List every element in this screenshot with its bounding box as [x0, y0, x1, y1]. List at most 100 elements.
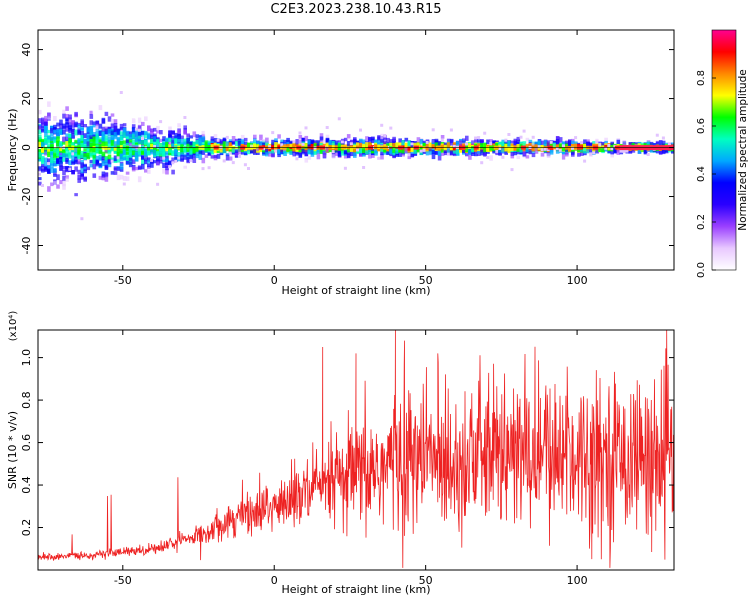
spectrogram-cell: [125, 142, 130, 146]
spectrogram-cell: [316, 153, 321, 160]
spectrogram-cell: [53, 154, 57, 160]
spectrogram-cell: [74, 139, 78, 144]
spectrogram-cell: [310, 150, 315, 155]
spectrogram-cell: [92, 173, 97, 178]
spectrogram-cell: [419, 147, 424, 151]
spectrogram-cell: [116, 156, 120, 160]
spectrogram-cell: [68, 160, 72, 166]
spectrogram-cell: [565, 142, 569, 147]
spectrogram-cell: [122, 123, 127, 127]
spectrogram-cell: [74, 193, 78, 197]
spectrogram-cell: [165, 155, 169, 161]
colorbar-tick-label: 0.4: [696, 166, 707, 182]
spectrogram-cell: [589, 142, 593, 146]
spectrogram-cell: [437, 151, 442, 156]
spectrogram-cell: [571, 146, 574, 150]
spectrogram-cell: [250, 147, 254, 151]
spectrogram-cell: [80, 167, 84, 173]
spectrogram-cell: [198, 150, 203, 155]
spectrogram-cell: [386, 143, 390, 149]
spectrogram-cell: [353, 148, 357, 153]
spectrogram-cell: [171, 161, 175, 165]
spectrogram-cell: [83, 163, 87, 168]
spectrogram-cell: [198, 138, 203, 144]
spectrogram-cell: [125, 136, 130, 140]
spectrogram-cell: [180, 154, 184, 161]
spectrogram-cell: [449, 139, 454, 146]
spectrogram-cell: [465, 142, 468, 146]
spectrogram-cell: [80, 135, 84, 142]
spectrogram-cell: [525, 155, 530, 159]
spectrogram-cell: [446, 138, 451, 144]
spectrogram-cell: [38, 181, 42, 186]
spectrogram-cell: [231, 140, 236, 145]
spectrogram-cell: [580, 141, 584, 145]
spectrogram-cell: [380, 123, 384, 127]
spectrogram-cell: [368, 136, 372, 141]
spectrogram-cell: [586, 145, 590, 151]
spectrogram-cell: [319, 148, 324, 154]
spectrogram-cell: [131, 134, 136, 139]
spectrogram-cell: [56, 136, 60, 143]
spectrogram-cell: [165, 165, 169, 171]
y-tick-label: 1.0: [20, 349, 33, 367]
spectrogram-cell: [622, 140, 627, 144]
spectrogram-cell: [561, 141, 566, 146]
spectrogram-cell: [141, 150, 145, 156]
spectrogram-cell: [604, 146, 608, 150]
spectrogram-cell: [440, 138, 444, 142]
spectrogram-cell: [53, 168, 57, 173]
spectrogram-cell: [150, 158, 154, 162]
spectrogram-cell: [113, 119, 118, 124]
spectrogram-cell: [389, 126, 393, 130]
spectrogram-cell: [634, 142, 639, 147]
spectrogram-cell: [144, 160, 148, 165]
spectrogram-cell: [125, 151, 130, 155]
spectrogram-cell: [201, 141, 206, 145]
spectrogram-cell: [122, 140, 127, 145]
spectrogram-cell: [41, 146, 45, 152]
spectrogram-cell: [107, 144, 112, 148]
spectrogram-cell: [331, 140, 336, 146]
spectrogram-cell: [122, 127, 127, 132]
spectrogram-cell: [134, 137, 139, 142]
spectrogram-cell: [38, 129, 42, 135]
spectrogram-cell: [68, 153, 72, 159]
x-tick-label: 50: [419, 574, 433, 587]
spectrogram-cell: [664, 148, 669, 153]
spectrogram-cell: [225, 135, 229, 139]
spectrogram-cell: [41, 157, 45, 163]
spectrogram-cell: [119, 145, 124, 149]
spectrogram-cell: [213, 147, 218, 154]
spectrogram-cell: [537, 140, 542, 145]
spectrogram-cell: [259, 141, 263, 146]
spectrogram-cell: [110, 123, 115, 129]
spectrogram-cell: [446, 152, 450, 156]
snr-plot-area: [38, 330, 674, 568]
spectrogram-cell: [171, 157, 175, 163]
spectrogram-cell: [349, 139, 354, 145]
spectrogram-axes: -50 0 50 100 -40 -20 0 20 40: [20, 30, 674, 287]
spectrogram-cell: [156, 159, 160, 166]
x-tick-label: 100: [567, 574, 588, 587]
spectrogram-cell: [77, 178, 81, 183]
spectrogram-cell: [174, 148, 178, 154]
spectrogram-cell: [56, 130, 60, 137]
spectrogram-cell: [98, 139, 103, 143]
spectrogram-cell: [92, 147, 97, 153]
spectrogram-cell: [159, 120, 163, 124]
spectrogram-cell: [162, 153, 166, 157]
spectrogram-cell: [50, 157, 54, 164]
spectrogram-cell: [362, 166, 366, 169]
spectrogram-cell: [201, 167, 205, 171]
spectrogram-cell: [422, 143, 427, 147]
spectrogram-cell: [498, 147, 502, 150]
spectrogram-cell: [247, 142, 251, 148]
spectrogram-cell: [53, 151, 57, 157]
spectrogram-cell: [371, 138, 375, 144]
spectrogram-cell: [455, 145, 459, 149]
spectrogram-cell: [59, 142, 63, 147]
spectrogram-cell: [256, 140, 260, 147]
spectrogram-cell: [431, 139, 436, 143]
spectrogram-cells: [38, 91, 674, 221]
